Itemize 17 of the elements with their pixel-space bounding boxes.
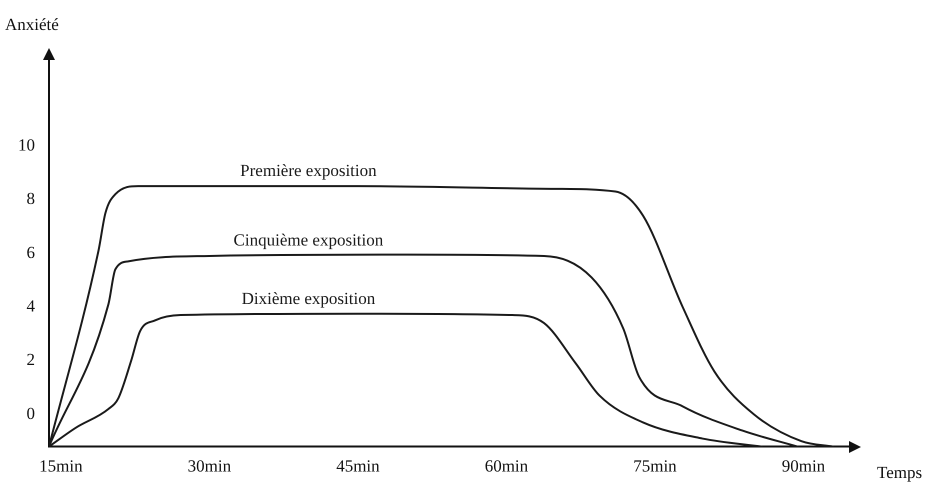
y-tick-label: 8 [26,189,35,208]
y-axis-title: Anxiété [5,14,59,34]
y-tick-label: 4 [26,296,36,316]
x-tick-label: 90min [782,456,826,476]
y-tick-label: 2 [26,350,35,370]
x-tick-label: 30min [188,456,232,476]
x-tick-label: 15min [39,456,84,476]
x-axis-title: Temps [877,463,922,482]
y-tick-label: 0 [26,404,35,423]
x-tick-label: 75min [633,456,678,476]
x-tick-label: 45min [336,456,380,476]
series-label: Première exposition [240,161,378,180]
series-label: Cinquième exposition [234,230,384,250]
y-tick-label: 6 [26,242,35,262]
series-label: Dixième exposition [242,289,376,308]
y-tick-label: 10 [18,135,35,154]
x-tick-label: 60min [484,456,529,476]
